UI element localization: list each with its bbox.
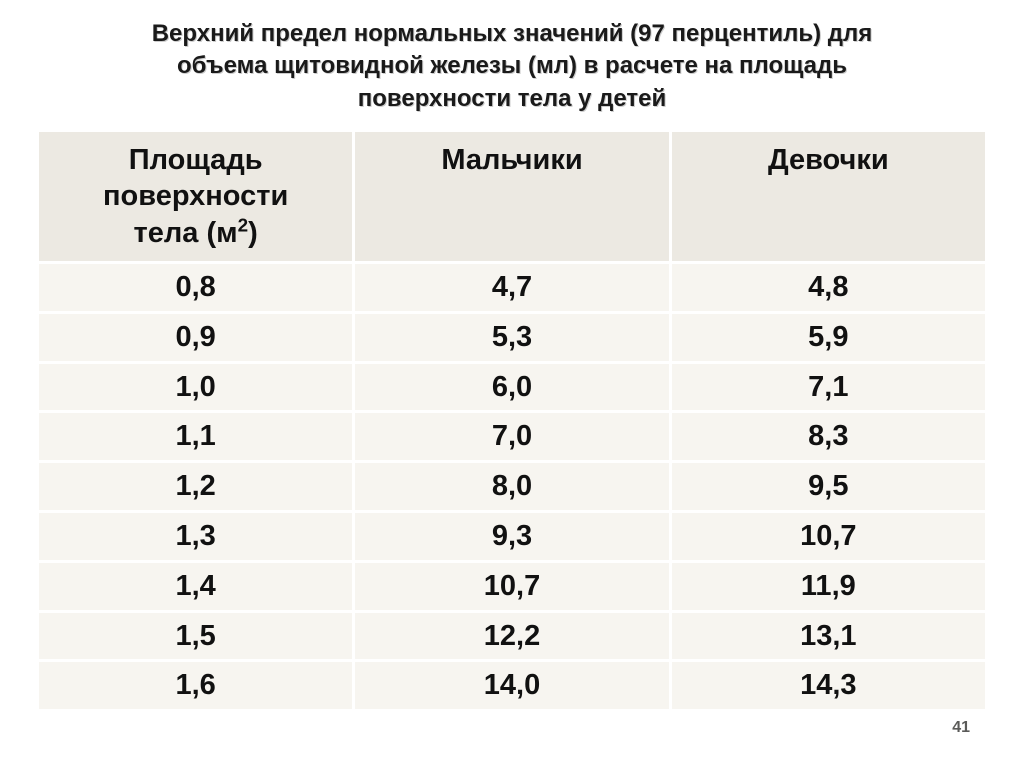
cell-boys: 7,0 xyxy=(354,412,670,462)
page-number: 41 xyxy=(952,719,970,737)
cell-bsa: 1,1 xyxy=(38,412,354,462)
col-header-bsa-after: ) xyxy=(248,217,258,249)
slide: Верхний предел нормальных значений (97 п… xyxy=(0,0,1024,767)
cell-boys: 12,2 xyxy=(354,611,670,661)
cell-bsa: 1,3 xyxy=(38,511,354,561)
col-header-bsa-l1: Площадь xyxy=(129,144,263,176)
col-header-bsa-l3: тела (м xyxy=(134,217,238,249)
cell-bsa: 0,9 xyxy=(38,312,354,362)
table-header-row: Площадь поверхности тела (м2) Мальчики Д… xyxy=(38,131,987,263)
cell-boys: 4,7 xyxy=(354,262,670,312)
cell-bsa: 1,0 xyxy=(38,362,354,412)
table-row: 1,2 8,0 9,5 xyxy=(38,462,987,512)
table-row: 1,4 10,7 11,9 xyxy=(38,561,987,611)
table-body: 0,8 4,7 4,8 0,9 5,3 5,9 1,0 6,0 7,1 1,1 … xyxy=(38,262,987,710)
cell-boys: 10,7 xyxy=(354,561,670,611)
table-row: 1,5 12,2 13,1 xyxy=(38,611,987,661)
table-row: 1,3 9,3 10,7 xyxy=(38,511,987,561)
cell-girls: 9,5 xyxy=(670,462,986,512)
cell-boys: 14,0 xyxy=(354,661,670,711)
col-header-boys: Мальчики xyxy=(354,131,670,263)
col-header-bsa-l2: поверхности xyxy=(103,180,288,212)
cell-girls: 7,1 xyxy=(670,362,986,412)
cell-boys: 5,3 xyxy=(354,312,670,362)
cell-girls: 8,3 xyxy=(670,412,986,462)
col-header-bsa: Площадь поверхности тела (м2) xyxy=(38,131,354,263)
cell-girls: 13,1 xyxy=(670,611,986,661)
table-row: 1,0 6,0 7,1 xyxy=(38,362,987,412)
cell-boys: 9,3 xyxy=(354,511,670,561)
cell-girls: 10,7 xyxy=(670,511,986,561)
cell-bsa: 1,2 xyxy=(38,462,354,512)
cell-girls: 11,9 xyxy=(670,561,986,611)
cell-bsa: 0,8 xyxy=(38,262,354,312)
cell-girls: 14,3 xyxy=(670,661,986,711)
cell-bsa: 1,6 xyxy=(38,661,354,711)
table-row: 0,8 4,7 4,8 xyxy=(38,262,987,312)
table-row: 0,9 5,3 5,9 xyxy=(38,312,987,362)
col-header-girls: Девочки xyxy=(670,131,986,263)
cell-girls: 5,9 xyxy=(670,312,986,362)
table-row: 1,1 7,0 8,3 xyxy=(38,412,987,462)
cell-bsa: 1,4 xyxy=(38,561,354,611)
cell-girls: 4,8 xyxy=(670,262,986,312)
title-line-2: объема щитовидной железы (мл) в расчете … xyxy=(177,52,847,79)
cell-boys: 6,0 xyxy=(354,362,670,412)
slide-title: Верхний предел нормальных значений (97 п… xyxy=(36,18,988,115)
title-line-3: поверхности тела у детей xyxy=(358,85,667,112)
data-table: Площадь поверхности тела (м2) Мальчики Д… xyxy=(36,129,988,712)
cell-boys: 8,0 xyxy=(354,462,670,512)
col-header-bsa-sup: 2 xyxy=(238,214,248,235)
cell-bsa: 1,5 xyxy=(38,611,354,661)
table-row: 1,6 14,0 14,3 xyxy=(38,661,987,711)
title-line-1: Верхний предел нормальных значений (97 п… xyxy=(152,20,873,47)
